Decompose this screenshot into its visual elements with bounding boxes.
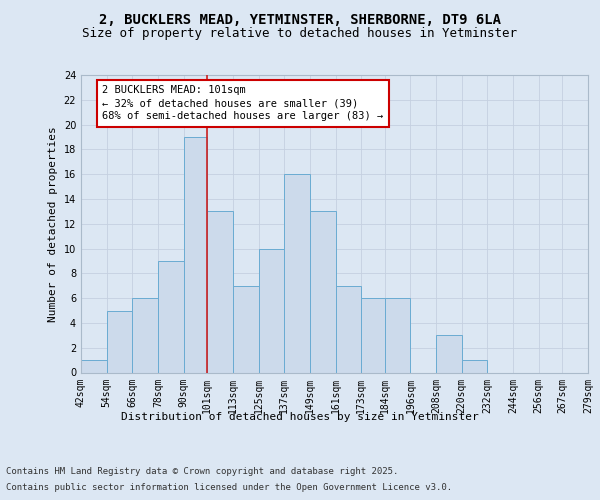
Bar	[310, 212, 335, 372]
Text: Distribution of detached houses by size in Yetminster: Distribution of detached houses by size …	[121, 412, 479, 422]
Bar	[81, 360, 107, 372]
Bar	[284, 174, 310, 372]
Bar	[436, 336, 462, 372]
Text: Contains public sector information licensed under the Open Government Licence v3: Contains public sector information licen…	[6, 482, 452, 492]
Bar	[158, 261, 184, 372]
Text: Contains HM Land Registry data © Crown copyright and database right 2025.: Contains HM Land Registry data © Crown c…	[6, 468, 398, 476]
Bar	[462, 360, 487, 372]
Bar	[259, 248, 284, 372]
Bar	[207, 212, 233, 372]
Text: 2, BUCKLERS MEAD, YETMINSTER, SHERBORNE, DT9 6LA: 2, BUCKLERS MEAD, YETMINSTER, SHERBORNE,…	[99, 12, 501, 26]
Bar	[361, 298, 385, 372]
Bar	[385, 298, 410, 372]
Bar	[133, 298, 158, 372]
Text: 2 BUCKLERS MEAD: 101sqm
← 32% of detached houses are smaller (39)
68% of semi-de: 2 BUCKLERS MEAD: 101sqm ← 32% of detache…	[103, 85, 383, 122]
Bar	[233, 286, 259, 372]
Bar	[335, 286, 361, 372]
Text: Size of property relative to detached houses in Yetminster: Size of property relative to detached ho…	[83, 28, 517, 40]
Bar	[107, 310, 133, 372]
Y-axis label: Number of detached properties: Number of detached properties	[48, 126, 58, 322]
Bar	[184, 137, 207, 372]
